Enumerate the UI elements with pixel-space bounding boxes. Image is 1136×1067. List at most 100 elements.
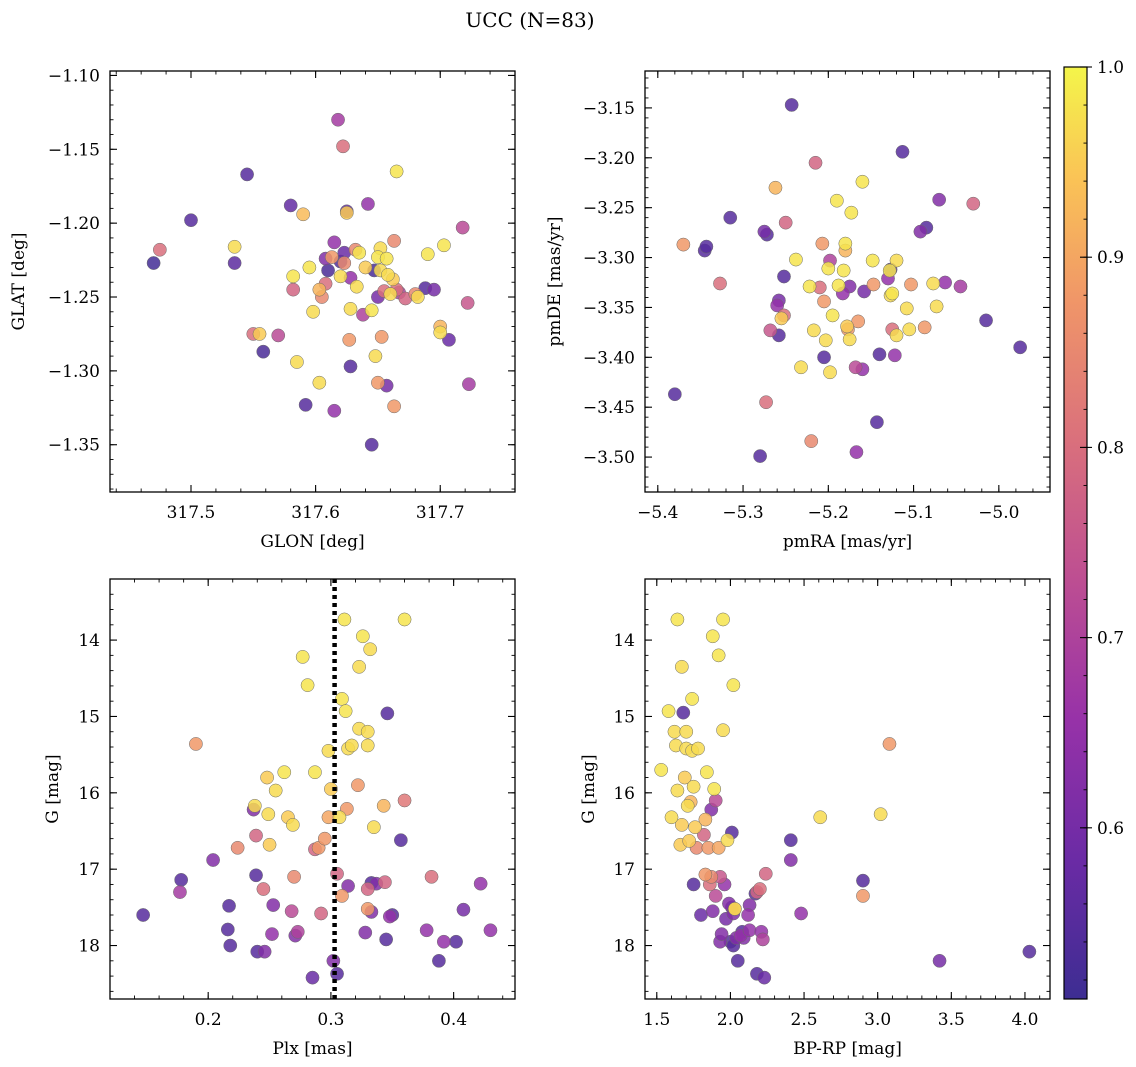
- scatter-point: [1013, 340, 1028, 355]
- scatter-point: [757, 224, 772, 239]
- x-axis-label: BP-RP [mag]: [793, 1039, 902, 1059]
- scatter-point: [784, 98, 799, 112]
- scatter-point: [654, 763, 669, 777]
- scatter-point: [768, 180, 783, 195]
- panel-bprp-g: 1.5 2.0 2.5 3.0 3.5 4.0 14 15 16 17 18 BP-RP [mag] G…: [579, 578, 1051, 1059]
- scatter-point: [230, 840, 245, 855]
- y-tick-label: −3.30: [583, 249, 635, 269]
- y-tick-label: 14: [78, 631, 100, 651]
- scatter-point: [284, 904, 299, 919]
- scatter-point: [349, 279, 364, 294]
- scatter-point: [755, 932, 770, 947]
- scatter-point: [222, 898, 236, 913]
- scatter-point: [312, 282, 327, 297]
- scatter-point: [902, 322, 917, 337]
- x-tick-label: 3.0: [864, 1010, 891, 1030]
- scatter-point: [361, 197, 375, 211]
- scatter-point: [783, 833, 798, 848]
- colorbar-tick-label: 1.0: [1097, 58, 1124, 78]
- axes-frame: [109, 578, 516, 1000]
- scatter-point: [227, 256, 242, 270]
- scatter-point: [711, 648, 726, 663]
- scatter-point: [314, 906, 328, 921]
- scatter-point: [932, 192, 947, 207]
- scatter-point: [152, 242, 167, 257]
- scatter-point: [389, 164, 404, 179]
- x-tick-label: −5.3: [722, 503, 763, 523]
- x-axis-label: Plx [mas]: [272, 1039, 352, 1059]
- scatter-point: [173, 885, 187, 899]
- y-tick-label: 16: [78, 784, 100, 804]
- scatter-point: [290, 355, 304, 369]
- scatter-points: [667, 98, 1028, 463]
- scatter-point: [337, 612, 352, 627]
- scatter-point: [705, 629, 720, 644]
- scatter-point: [770, 298, 785, 313]
- colorbar-tick-label: 0.8: [1097, 438, 1124, 458]
- scatter-point: [707, 782, 722, 796]
- scatter-point: [343, 359, 358, 374]
- scatter-point: [670, 783, 685, 798]
- scatter-point: [455, 220, 470, 235]
- scatter-point: [856, 873, 870, 888]
- scatter-point: [804, 434, 819, 448]
- scatter-point: [360, 882, 375, 896]
- scatter-point: [358, 260, 373, 275]
- scatter-point: [840, 319, 854, 334]
- scatter-point: [741, 908, 755, 922]
- scatter-point: [674, 818, 689, 832]
- y-tick-label: 18: [78, 937, 100, 957]
- x-tick-label: −5.1: [893, 503, 934, 523]
- scatter-point: [397, 612, 412, 627]
- x-tick-label: 2.5: [791, 1010, 818, 1030]
- scatter-point: [298, 397, 313, 412]
- scatter-point: [335, 889, 349, 903]
- scatter-point: [694, 908, 708, 922]
- scatter-point: [882, 737, 897, 751]
- scatter-point: [664, 810, 679, 825]
- scatter-point: [380, 706, 395, 721]
- scatter-point: [758, 866, 773, 881]
- scatter-point: [341, 879, 355, 893]
- scatter-point: [252, 327, 267, 341]
- scatter-point: [829, 193, 844, 208]
- scatter-point: [287, 869, 301, 884]
- scatter-point: [836, 263, 851, 278]
- scatter-point: [240, 167, 254, 182]
- scatter-point: [364, 303, 379, 318]
- scatter-point: [682, 834, 697, 848]
- scatter-point: [262, 837, 277, 852]
- x-axis-label: pmRA [mas/yr]: [783, 532, 912, 552]
- scatter-point: [726, 678, 741, 692]
- x-tick-label: 4.0: [1011, 1010, 1038, 1030]
- scatter-point: [979, 313, 993, 328]
- scatter-point: [730, 953, 745, 968]
- scatter-point: [256, 344, 271, 359]
- axes-frame: [644, 578, 1051, 1000]
- scatter-point: [926, 276, 941, 291]
- scatter-point: [397, 793, 412, 808]
- scatter-point: [336, 139, 350, 154]
- scatter-point: [383, 287, 398, 301]
- scatter-point: [376, 798, 391, 813]
- y-tick-label: −3.25: [583, 199, 635, 219]
- scatter-point: [249, 868, 263, 883]
- x-tick-label: 317.6: [291, 503, 340, 523]
- scatter-point: [808, 155, 823, 170]
- scatter-point: [174, 873, 189, 887]
- scatter-point: [872, 347, 887, 362]
- scatter-point: [371, 375, 385, 390]
- scatter-point: [716, 612, 730, 627]
- scatter-point: [436, 934, 451, 949]
- scatter-point: [757, 970, 772, 985]
- scatter-point: [856, 889, 870, 903]
- y-axis-label: pmDE [mas/yr]: [545, 216, 565, 346]
- scatter-point: [895, 144, 910, 159]
- panel-pmra-pmde: −5.4 −5.3 −5.2 −5.1 −5.0 −3.15 −3.20 −3.25 −3.30…: [545, 70, 1051, 552]
- scatter-point: [189, 737, 203, 751]
- scatter-point: [333, 269, 348, 284]
- figure-title: UCC (N=83): [465, 8, 594, 32]
- scatter-point: [688, 820, 702, 835]
- scatter-point: [691, 741, 705, 756]
- scatter-point: [338, 704, 353, 718]
